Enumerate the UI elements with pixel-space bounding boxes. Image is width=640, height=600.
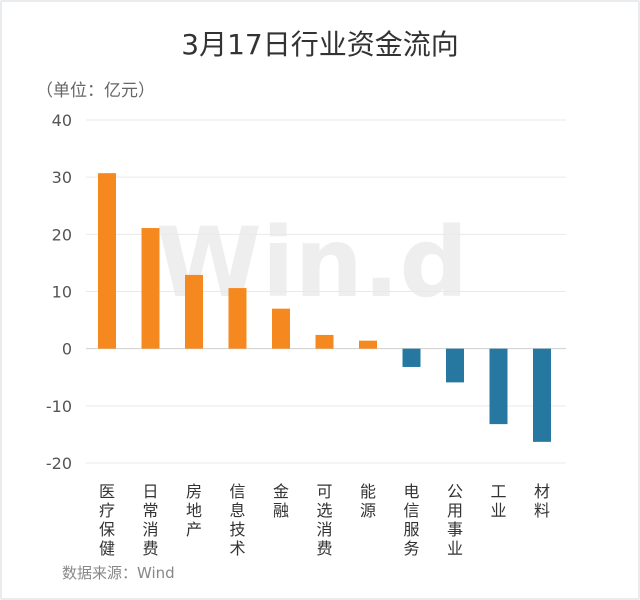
svg-text:日: 日	[142, 482, 158, 501]
svg-text:电: 电	[403, 482, 419, 501]
svg-text:用: 用	[447, 501, 463, 520]
chart-title: 3月17日行业资金流向	[181, 28, 458, 61]
bar-1	[98, 173, 116, 349]
svg-text:服: 服	[403, 520, 419, 539]
svg-text:消: 消	[316, 520, 332, 539]
bar-8	[402, 348, 421, 367]
bar-7	[359, 340, 377, 349]
svg-text:消: 消	[142, 520, 158, 539]
svg-text:选: 选	[316, 501, 332, 520]
source-note: 数据来源：Wind	[62, 564, 175, 582]
svg-text:信: 信	[229, 482, 245, 501]
svg-text:费: 费	[142, 539, 158, 558]
category-label: 房地产	[186, 482, 202, 539]
y-tick-label: -20	[46, 454, 72, 473]
y-tick-label: -10	[46, 397, 72, 416]
svg-text:保: 保	[99, 520, 115, 539]
svg-text:能: 能	[360, 482, 376, 501]
svg-text:房: 房	[186, 482, 202, 501]
bar-9	[446, 348, 464, 383]
watermark: Win.d	[156, 207, 468, 319]
svg-text:公: 公	[447, 482, 463, 501]
svg-text:费: 费	[316, 539, 332, 558]
svg-text:融: 融	[273, 501, 289, 520]
svg-text:材: 材	[534, 482, 550, 501]
svg-text:源: 源	[360, 501, 376, 520]
svg-text:信: 信	[403, 501, 419, 520]
svg-text:业: 业	[447, 539, 463, 558]
svg-text:金: 金	[273, 482, 289, 501]
svg-text:工: 工	[490, 482, 506, 501]
svg-text:可: 可	[316, 482, 332, 501]
bar-10	[489, 348, 508, 425]
category-label: 金融	[273, 482, 289, 520]
category-label: 能源	[360, 482, 376, 520]
bar-3	[185, 274, 203, 349]
svg-text:务: 务	[403, 539, 419, 558]
svg-text:料: 料	[534, 501, 550, 520]
svg-text:事: 事	[447, 520, 463, 539]
y-tick-label: 40	[52, 111, 72, 130]
y-tick-label: 10	[52, 283, 72, 302]
grid-lines	[86, 119, 566, 464]
y-tick-label: 0	[62, 340, 72, 359]
category-label: 工业	[490, 482, 506, 520]
svg-text:疗: 疗	[99, 501, 115, 520]
category-label: 材料	[534, 482, 550, 520]
bar-2	[141, 228, 160, 349]
svg-text:产: 产	[186, 520, 202, 539]
bar-4	[228, 288, 247, 349]
unit-label: （单位：亿元）	[36, 81, 155, 101]
svg-text:医: 医	[99, 482, 115, 501]
y-tick-label: 20	[52, 225, 72, 244]
bar-5	[272, 308, 290, 349]
svg-text:健: 健	[99, 539, 115, 558]
bars	[98, 173, 551, 442]
bar-11	[533, 348, 551, 442]
svg-text:常: 常	[142, 501, 158, 520]
svg-text:技: 技	[229, 520, 245, 539]
svg-text:地: 地	[186, 501, 202, 520]
y-axis-ticks: 40 30 20 10 0 -10 -20	[46, 111, 72, 473]
svg-text:业: 业	[490, 501, 506, 520]
y-tick-label: 30	[52, 168, 72, 187]
svg-text:术: 术	[229, 539, 245, 558]
svg-text:息: 息	[229, 501, 245, 520]
bar-6	[315, 334, 334, 349]
